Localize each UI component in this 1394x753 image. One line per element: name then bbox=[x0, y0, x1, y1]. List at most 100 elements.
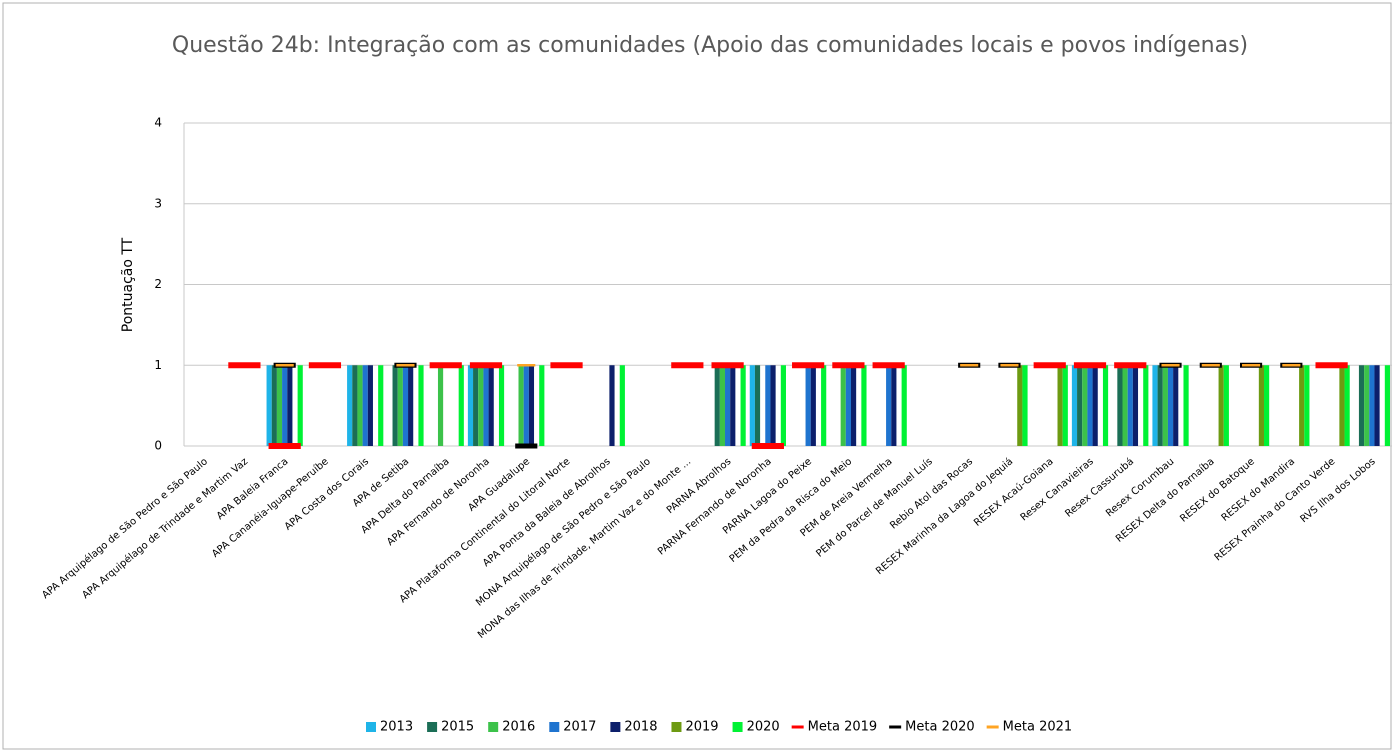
bar bbox=[1162, 365, 1168, 446]
legend-label: 2018 bbox=[624, 720, 657, 735]
legend-label: 2017 bbox=[563, 720, 596, 735]
bar bbox=[1157, 365, 1163, 446]
bar bbox=[821, 365, 827, 446]
y-tick-label: 1 bbox=[154, 358, 162, 372]
bar bbox=[1082, 365, 1088, 446]
legend-swatch bbox=[427, 722, 438, 732]
bar bbox=[357, 365, 363, 446]
bar bbox=[740, 365, 746, 446]
bar bbox=[1087, 365, 1093, 446]
legend-swatch bbox=[610, 722, 621, 732]
y-tick-label: 2 bbox=[154, 277, 162, 291]
bar bbox=[392, 365, 398, 446]
bar bbox=[1057, 365, 1063, 446]
bar bbox=[1344, 365, 1350, 446]
bar bbox=[619, 365, 625, 446]
bar bbox=[810, 365, 816, 446]
legend-label: Meta 2019 bbox=[808, 720, 878, 735]
bar bbox=[483, 365, 489, 446]
bar bbox=[1022, 365, 1028, 446]
bar bbox=[886, 365, 892, 446]
bar bbox=[1143, 365, 1149, 446]
bar bbox=[1304, 365, 1310, 446]
bar bbox=[1183, 365, 1189, 446]
bar bbox=[498, 365, 505, 446]
legend-label: 2019 bbox=[685, 720, 718, 735]
bar bbox=[271, 365, 277, 446]
bar bbox=[266, 365, 272, 446]
bar bbox=[609, 365, 615, 446]
bar bbox=[488, 365, 494, 446]
bar bbox=[1167, 365, 1174, 446]
bar bbox=[1152, 365, 1158, 446]
bar bbox=[1127, 365, 1133, 446]
bar bbox=[1071, 365, 1078, 446]
bar bbox=[437, 365, 444, 446]
bar bbox=[523, 365, 529, 446]
bar bbox=[1364, 365, 1370, 446]
bar bbox=[276, 365, 283, 446]
bar bbox=[719, 365, 726, 446]
bar bbox=[1339, 365, 1345, 446]
bar bbox=[1102, 365, 1109, 446]
bar bbox=[473, 365, 479, 446]
bar bbox=[397, 365, 403, 446]
legend-label: 2015 bbox=[441, 720, 474, 735]
bar bbox=[1132, 365, 1139, 446]
bar bbox=[467, 365, 474, 446]
bar bbox=[458, 365, 464, 446]
chart-title: Questão 24b: Integração com as comunidad… bbox=[171, 33, 1249, 58]
bar bbox=[1369, 365, 1375, 446]
bar bbox=[1374, 365, 1380, 446]
y-tick-label: 3 bbox=[154, 196, 162, 210]
bar bbox=[1122, 365, 1128, 446]
legend-swatch bbox=[549, 722, 560, 732]
bar bbox=[1062, 365, 1068, 446]
legend-swatch bbox=[732, 722, 743, 732]
bar bbox=[282, 365, 288, 446]
bar bbox=[770, 365, 776, 446]
bar bbox=[861, 365, 867, 446]
y-tick-label: 4 bbox=[154, 116, 162, 130]
bar bbox=[352, 365, 358, 446]
bar bbox=[754, 365, 761, 446]
bar bbox=[1384, 365, 1390, 446]
bar bbox=[1358, 365, 1365, 446]
legend-swatch bbox=[488, 722, 499, 732]
bar bbox=[528, 365, 535, 446]
legend-label: 2020 bbox=[747, 720, 780, 735]
bar bbox=[1299, 365, 1305, 446]
legend-swatch bbox=[671, 722, 682, 732]
bar bbox=[518, 365, 524, 446]
bar bbox=[714, 365, 720, 446]
bar bbox=[730, 365, 736, 446]
bar bbox=[1218, 365, 1224, 446]
bar bbox=[845, 365, 851, 446]
bar bbox=[287, 365, 293, 446]
bar bbox=[1117, 365, 1123, 446]
bar bbox=[297, 365, 303, 446]
bar bbox=[367, 365, 373, 446]
legend-label: Meta 2021 bbox=[1003, 720, 1073, 735]
legend-swatch bbox=[366, 722, 376, 732]
legend-label: 2013 bbox=[380, 720, 413, 735]
bar bbox=[1017, 365, 1023, 446]
bar bbox=[362, 365, 368, 446]
bar bbox=[840, 365, 846, 446]
legend-label: 2016 bbox=[502, 720, 535, 735]
bar bbox=[765, 365, 771, 446]
bar bbox=[539, 365, 545, 446]
bar bbox=[749, 365, 755, 446]
bar bbox=[1092, 365, 1098, 446]
bar bbox=[347, 365, 353, 446]
bar bbox=[1258, 365, 1265, 446]
bar bbox=[408, 365, 414, 446]
bar bbox=[725, 365, 731, 446]
bar bbox=[418, 365, 424, 446]
bar bbox=[1173, 365, 1179, 446]
bar bbox=[805, 365, 811, 446]
bar bbox=[478, 365, 484, 446]
